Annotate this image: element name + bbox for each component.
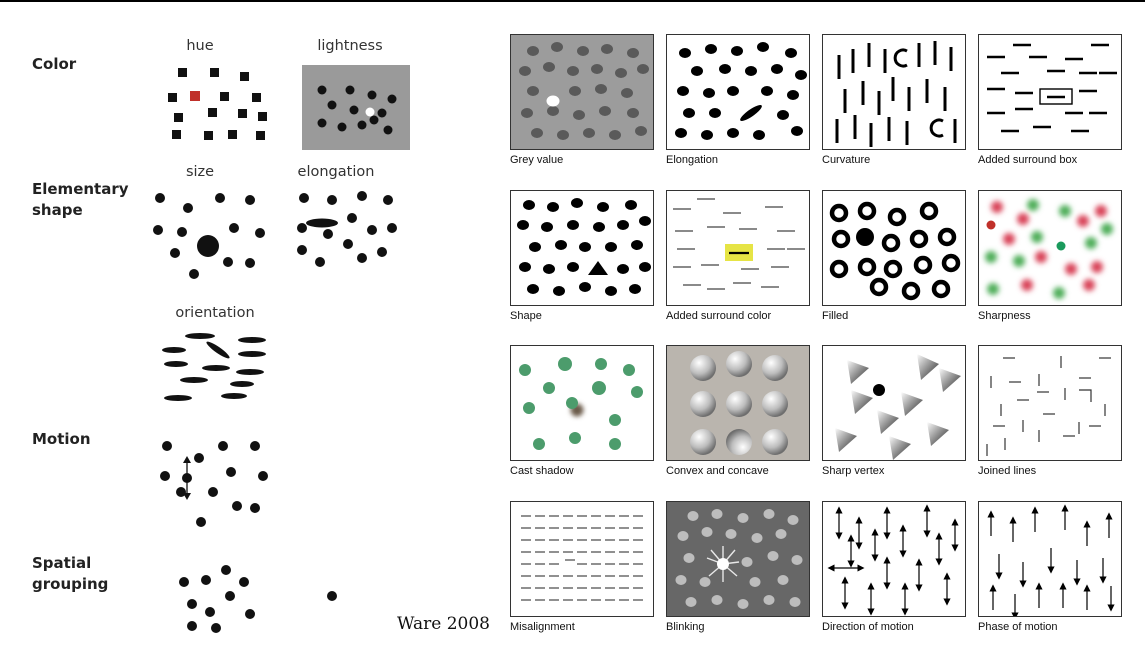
elongation-figure xyxy=(297,191,397,267)
sharpness-graphic xyxy=(985,199,1113,299)
sharp-vertex-graphic xyxy=(835,354,961,460)
section-title-color: Color xyxy=(32,55,77,73)
joined-lines-graphic xyxy=(986,356,1111,456)
top-rule xyxy=(0,0,1145,2)
elongation-graphic xyxy=(675,42,807,140)
panel-sharp-vertex xyxy=(822,345,966,461)
convex-and-concave-graphic xyxy=(690,351,788,455)
label-hue: hue xyxy=(186,38,214,54)
label-size: size xyxy=(185,164,215,180)
label-elongation: elongation xyxy=(297,164,375,180)
panel-convex-and-concave xyxy=(666,345,810,461)
section-title-elementary-shape: Elementary shape xyxy=(32,180,129,219)
caption-joined-lines: Joined lines xyxy=(978,465,1037,477)
shape-graphic xyxy=(517,198,651,296)
caption-shape: Shape xyxy=(510,310,542,322)
hue-figure xyxy=(168,68,267,140)
caption-added-surround-box: Added surround box xyxy=(978,154,1078,166)
curvature-graphic xyxy=(835,41,957,147)
panel-cast-shadow xyxy=(510,345,654,461)
caption-added-surround-color: Added surround color xyxy=(666,310,772,322)
blinking-graphic xyxy=(675,509,803,609)
panel-sharpness xyxy=(978,190,1122,306)
panel-shape xyxy=(510,190,654,306)
direction-of-motion-graphic xyxy=(827,504,959,616)
caption-phase-of-motion: Phase of motion xyxy=(978,621,1058,633)
section-title-motion: Motion xyxy=(32,430,91,448)
size-figure xyxy=(153,193,265,279)
panel-added-surround-box xyxy=(978,34,1122,150)
caption-grey-value: Grey value xyxy=(510,154,564,166)
orientation-figure xyxy=(162,333,266,401)
phase-of-motion-graphic xyxy=(987,504,1115,616)
panel-phase-of-motion xyxy=(978,501,1122,617)
misalignment-graphic xyxy=(521,515,645,601)
credit-ware-2008: Ware 2008 xyxy=(397,614,490,634)
label-orientation: orientation xyxy=(175,305,255,321)
caption-curvature: Curvature xyxy=(822,154,871,166)
motion-figure xyxy=(160,441,268,527)
grey-value-graphic xyxy=(519,42,649,140)
caption-cast-shadow: Cast shadow xyxy=(510,465,574,477)
panel-direction-of-motion xyxy=(822,501,966,617)
section-title-spatial-grouping: Spatial grouping xyxy=(32,554,109,593)
caption-direction-of-motion: Direction of motion xyxy=(822,621,914,633)
added-surround-box-graphic xyxy=(987,43,1117,133)
label-lightness: lightness xyxy=(317,38,383,54)
caption-filled: Filled xyxy=(822,310,849,322)
caption-misalignment: Misalignment xyxy=(510,621,575,633)
caption-convex-and-concave: Convex and concave xyxy=(666,465,769,477)
cast-shadow-graphic xyxy=(519,357,643,450)
added-surround-color-graphic xyxy=(673,198,805,290)
panel-elongation xyxy=(666,34,810,150)
panel-misalignment xyxy=(510,501,654,617)
caption-blinking: Blinking xyxy=(666,621,705,633)
panel-grey-value xyxy=(510,34,654,150)
spatial-grouping-figure xyxy=(179,565,337,633)
filled-graphic xyxy=(829,201,961,301)
caption-sharp-vertex: Sharp vertex xyxy=(822,465,885,477)
panel-added-surround-color xyxy=(666,190,810,306)
panel-blinking xyxy=(666,501,810,617)
panel-filled xyxy=(822,190,966,306)
caption-sharpness: Sharpness xyxy=(978,310,1031,322)
panel-curvature xyxy=(822,34,966,150)
panel-joined-lines xyxy=(978,345,1122,461)
caption-elongation: Elongation xyxy=(666,154,718,166)
lightness-figure xyxy=(302,65,410,150)
